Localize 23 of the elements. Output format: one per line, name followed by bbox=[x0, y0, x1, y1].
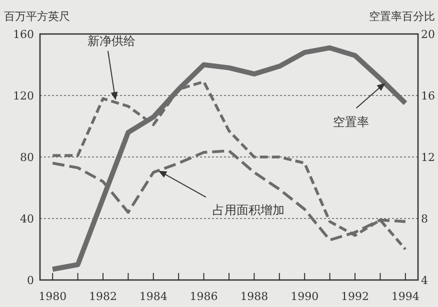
x-tick-label: 1990 bbox=[290, 290, 319, 303]
y-tick-label: 40 bbox=[20, 212, 34, 226]
y-tick-label: 80 bbox=[20, 151, 34, 164]
x-tick-label: 1992 bbox=[341, 290, 369, 303]
y-tick-label: 0 bbox=[27, 274, 34, 287]
y2-tick-label: 12 bbox=[421, 151, 435, 164]
annotation: 新净供给 bbox=[88, 34, 136, 48]
x-tick-label: 1994 bbox=[391, 290, 420, 303]
x-tick-label: 1982 bbox=[89, 290, 117, 303]
x-tick-label: 1988 bbox=[240, 290, 268, 303]
annotation: 占用面积增加 bbox=[212, 202, 284, 217]
y2-tick-label: 8 bbox=[421, 212, 428, 226]
x-tick-label: 1986 bbox=[190, 290, 218, 303]
y-axis-title: 百万平方英尺 bbox=[4, 10, 70, 23]
y-tick-label: 120 bbox=[13, 90, 34, 102]
x-tick-label: 1980 bbox=[38, 290, 67, 303]
y2-tick-label: 20 bbox=[421, 28, 435, 41]
y2-tick-label: 4 bbox=[421, 274, 428, 287]
x-tick-label: 1984 bbox=[139, 290, 168, 303]
annotation: 空置率 bbox=[333, 115, 370, 130]
y-tick-label: 160 bbox=[13, 28, 34, 41]
y2-axis-title: 空置率百分比 bbox=[369, 10, 435, 23]
y2-tick-label: 16 bbox=[421, 90, 435, 102]
